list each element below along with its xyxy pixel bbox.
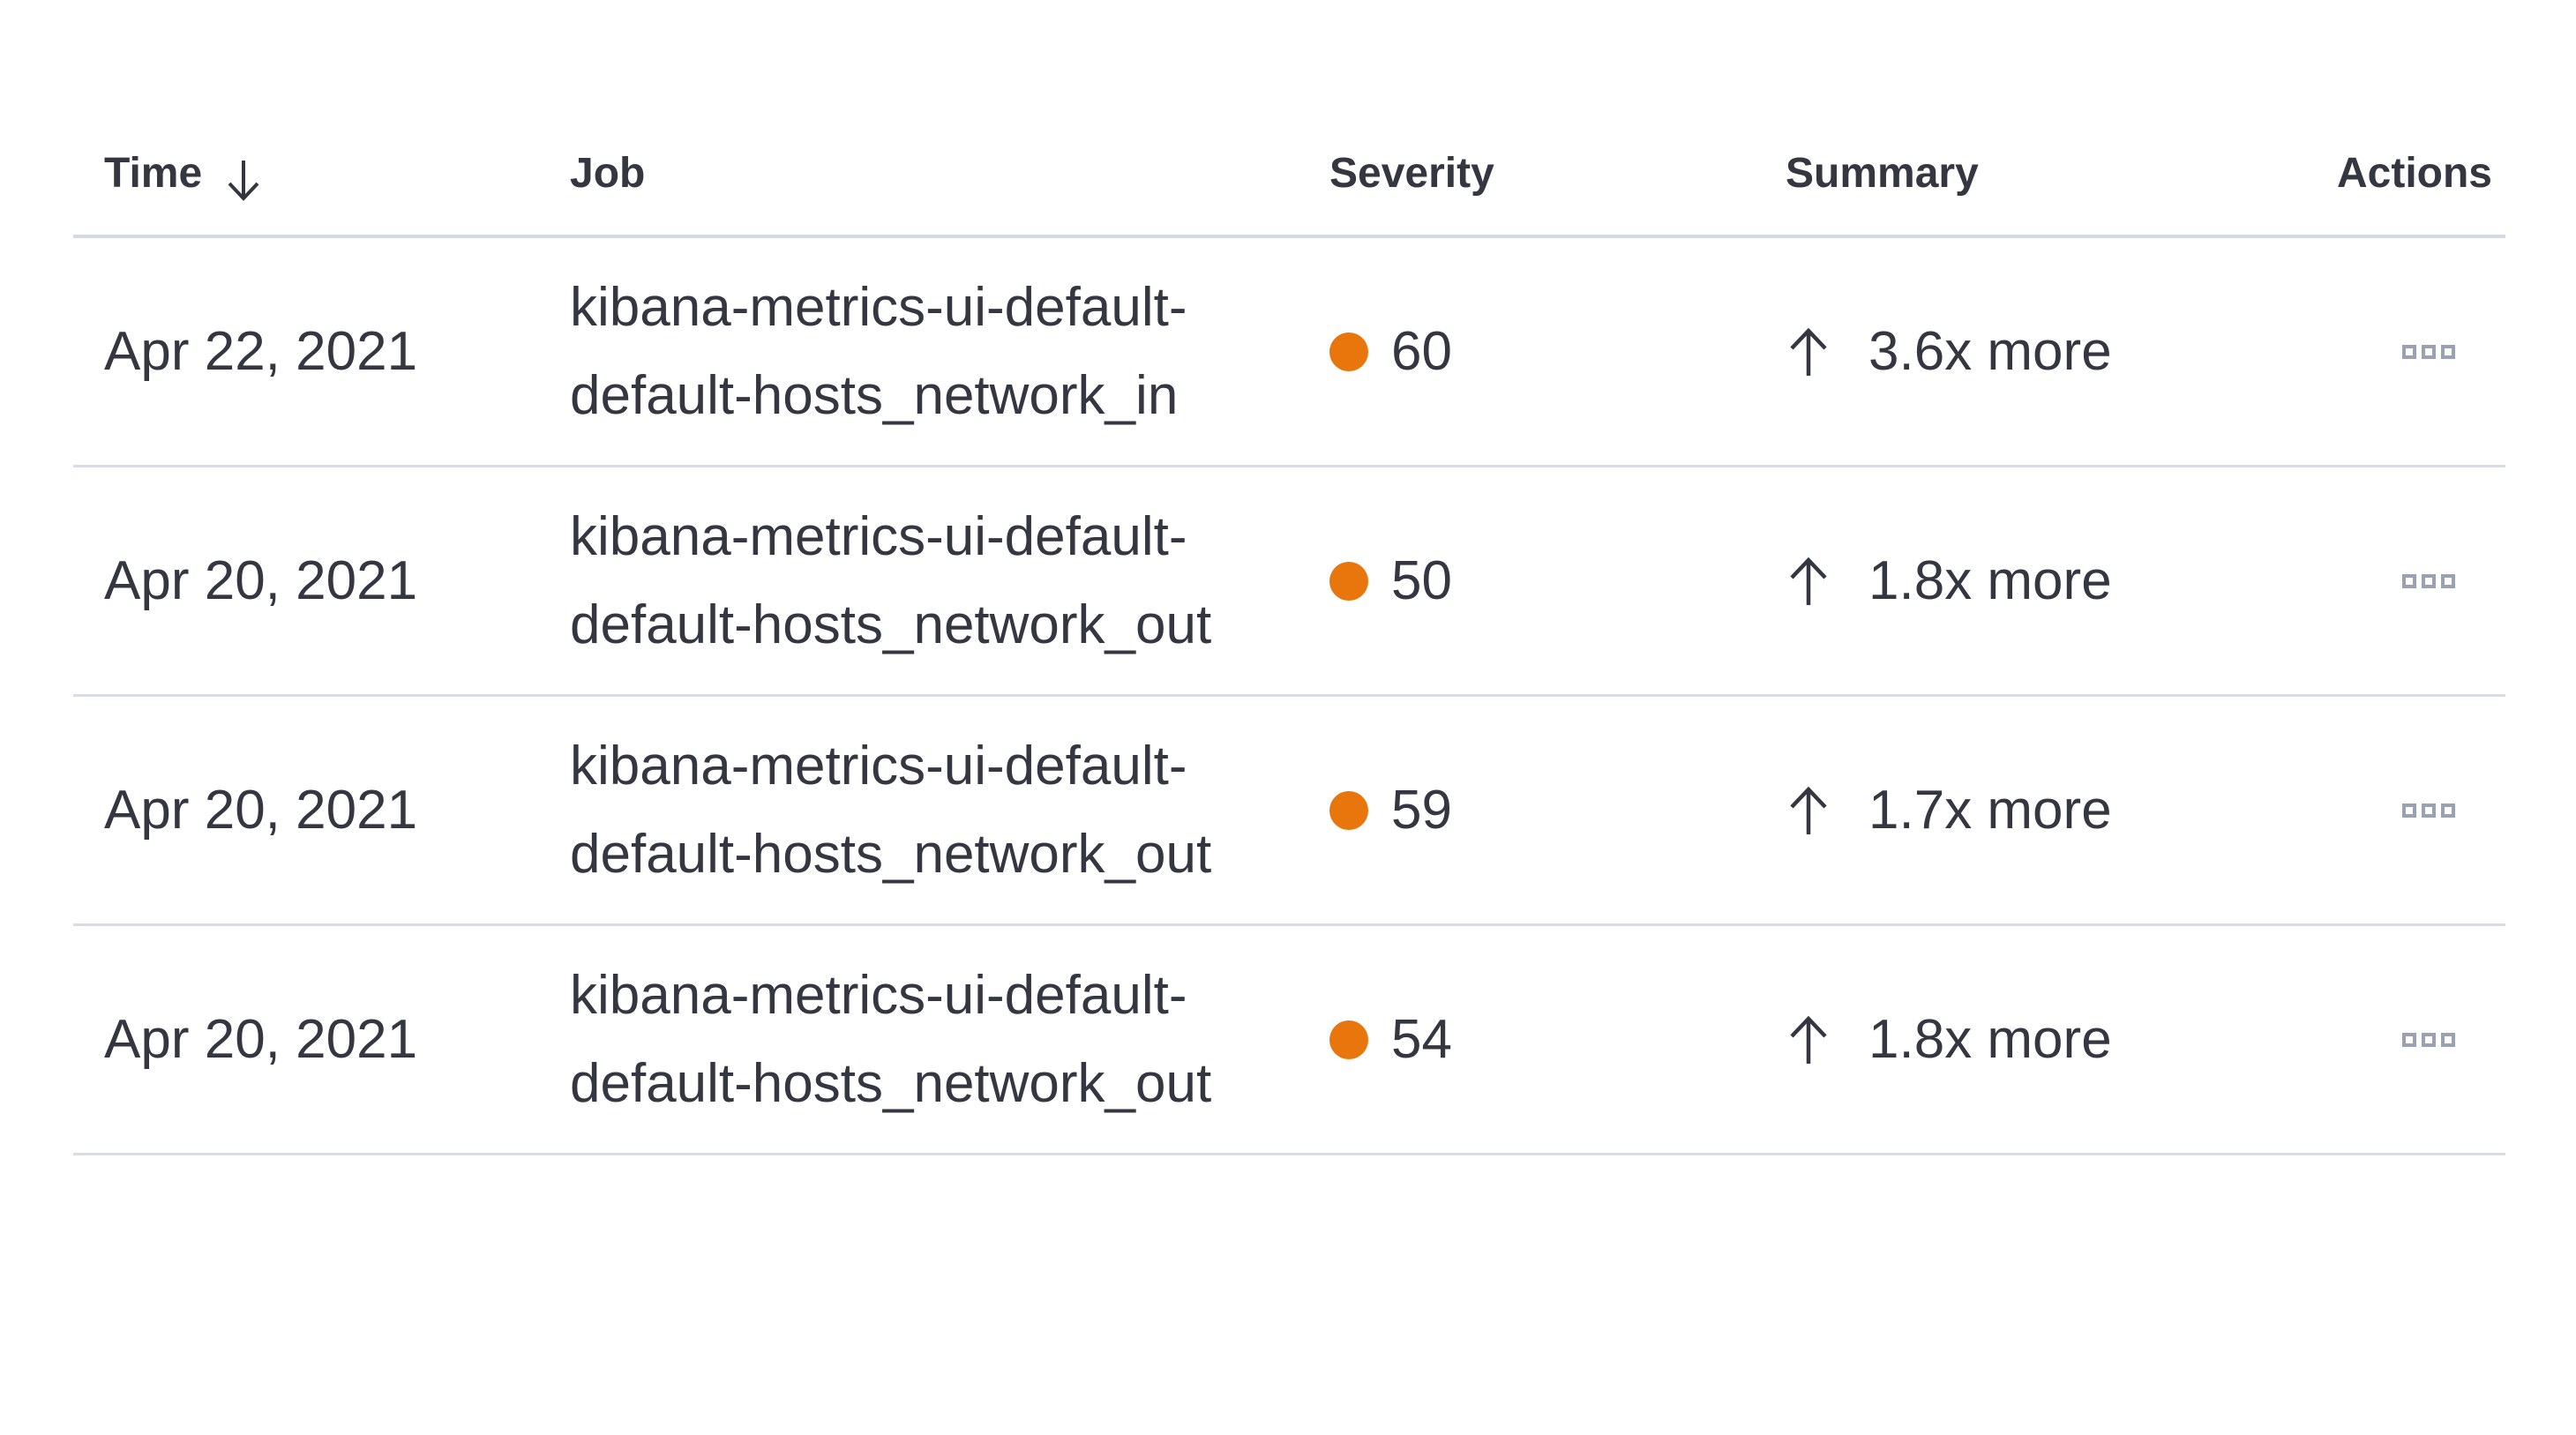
arrow-up-icon [1790, 557, 1827, 605]
table-row: Apr 22, 2021 kibana-metrics-ui-default-d… [73, 238, 2505, 467]
job-cell: kibana-metrics-ui-default-default-hosts_… [539, 722, 1301, 899]
anomalies-table: Time Job Severity Summary Actions Apr 22… [73, 0, 2505, 1155]
job-name: kibana-metrics-ui-default-default-hosts_… [570, 276, 1187, 426]
arrow-up-icon [1790, 786, 1827, 834]
table-row: Apr 20, 2021 kibana-metrics-ui-default-d… [73, 926, 2505, 1155]
job-cell: kibana-metrics-ui-default-default-hosts_… [539, 493, 1301, 669]
row-actions-button[interactable] [2401, 1031, 2456, 1049]
column-header-actions: Actions [2284, 149, 2505, 198]
summary-value: 3.6x more [1868, 320, 2112, 382]
column-header-time-label: Time [104, 150, 203, 197]
severity-cell: 60 [1301, 308, 1755, 396]
severity-dot-icon [1329, 561, 1368, 601]
severity-value: 60 [1391, 320, 1452, 382]
actions-cell [2284, 802, 2505, 819]
table-row: Apr 20, 2021 kibana-metrics-ui-default-d… [73, 697, 2505, 926]
job-name: kibana-metrics-ui-default-default-hosts_… [570, 505, 1212, 655]
column-header-time[interactable]: Time [73, 149, 539, 201]
column-header-job-label: Job [570, 150, 646, 197]
boxes-horizontal-icon [2402, 1032, 2455, 1047]
actions-cell [2284, 1031, 2505, 1049]
severity-dot-icon [1329, 1020, 1368, 1059]
time-cell: Apr 20, 2021 [73, 766, 539, 855]
summary-cell: 1.8x more [1755, 537, 2284, 625]
boxes-horizontal-icon [2402, 573, 2455, 588]
time-value: Apr 20, 2021 [104, 1008, 418, 1070]
summary-value: 1.7x more [1868, 779, 2112, 841]
severity-dot-icon [1329, 332, 1368, 371]
table-row: Apr 20, 2021 kibana-metrics-ui-default-d… [73, 467, 2505, 697]
table-header-row: Time Job Severity Summary Actions [73, 0, 2505, 238]
severity-value: 59 [1391, 779, 1452, 841]
arrow-up-icon [1790, 327, 1827, 376]
boxes-horizontal-icon [2402, 803, 2455, 818]
time-value: Apr 22, 2021 [104, 320, 418, 382]
column-header-summary-label: Summary [1786, 150, 1979, 197]
job-cell: kibana-metrics-ui-default-default-hosts_… [539, 952, 1301, 1128]
row-actions-button[interactable] [2401, 572, 2456, 590]
time-value: Apr 20, 2021 [104, 549, 418, 611]
row-actions-button[interactable] [2401, 802, 2456, 819]
severity-cell: 59 [1301, 766, 1755, 855]
summary-cell: 1.8x more [1755, 996, 2284, 1084]
severity-value: 50 [1391, 549, 1452, 611]
actions-cell [2284, 572, 2505, 590]
summary-cell: 3.6x more [1755, 308, 2284, 396]
boxes-horizontal-icon [2402, 344, 2455, 359]
time-cell: Apr 20, 2021 [73, 996, 539, 1084]
sort-down-icon [228, 161, 259, 201]
summary-cell: 1.7x more [1755, 766, 2284, 855]
severity-cell: 50 [1301, 537, 1755, 625]
column-header-severity-label: Severity [1329, 150, 1494, 197]
time-cell: Apr 22, 2021 [73, 308, 539, 396]
severity-value: 54 [1391, 1008, 1452, 1070]
actions-cell [2284, 343, 2505, 361]
column-header-summary: Summary [1755, 149, 2284, 198]
severity-cell: 54 [1301, 996, 1755, 1084]
job-cell: kibana-metrics-ui-default-default-hosts_… [539, 264, 1301, 440]
arrow-up-icon [1790, 1015, 1827, 1064]
time-value: Apr 20, 2021 [104, 779, 418, 841]
summary-value: 1.8x more [1868, 549, 2112, 611]
job-name: kibana-metrics-ui-default-default-hosts_… [570, 735, 1212, 885]
column-header-severity: Severity [1301, 149, 1755, 198]
severity-dot-icon [1329, 790, 1368, 830]
row-actions-button[interactable] [2401, 343, 2456, 361]
summary-value: 1.8x more [1868, 1008, 2112, 1070]
column-header-job: Job [539, 149, 1301, 198]
job-name: kibana-metrics-ui-default-default-hosts_… [570, 964, 1212, 1114]
column-header-actions-label: Actions [2336, 150, 2492, 197]
time-cell: Apr 20, 2021 [73, 537, 539, 625]
